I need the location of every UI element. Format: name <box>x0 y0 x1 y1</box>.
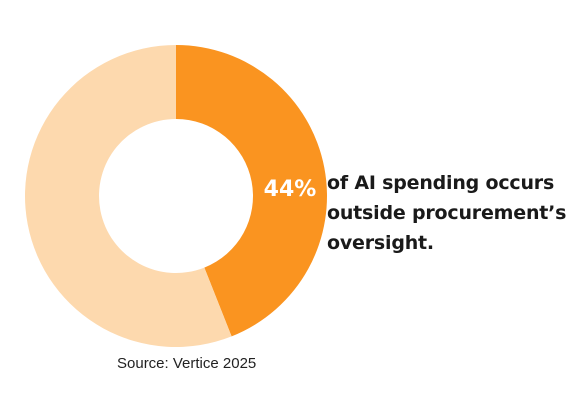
chart-caption: of AI spending occurs outside procuremen… <box>327 172 567 254</box>
donut-slice-0 <box>176 45 327 337</box>
source-note: Source: Vertice 2025 <box>117 355 257 372</box>
donut-slice-1 <box>24 45 232 347</box>
donut-slice-label-0: 44% <box>264 177 317 202</box>
